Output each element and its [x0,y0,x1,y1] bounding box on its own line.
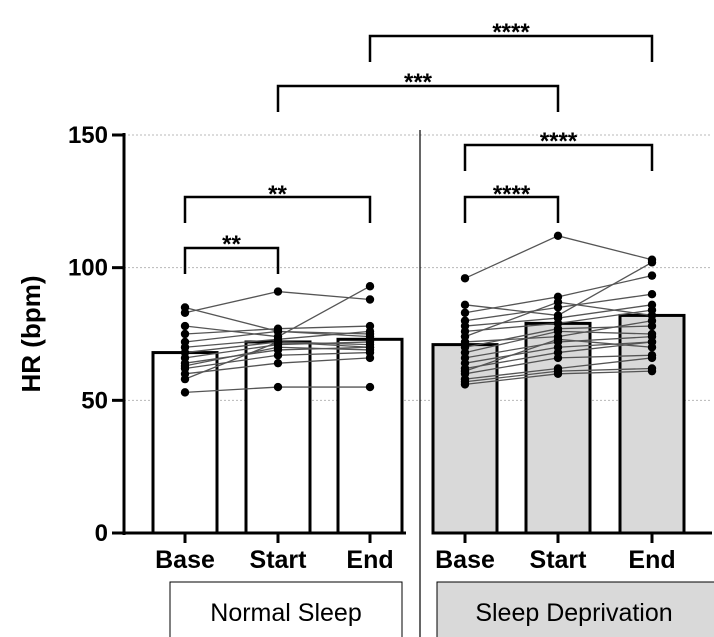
sleep-deprivation-point-1-0 [460,300,470,310]
sleep-deprivation-point-0-1 [553,231,563,241]
sig-bracket-2 [463,195,560,223]
normal-sleep-point-13-2 [365,382,375,392]
normal-sleep-point-10-1 [273,351,283,360]
sig-bracket-3 [463,143,654,171]
normal-sleep-point-13-0 [180,388,190,397]
sleep-deprivation-point-17-2 [647,366,657,376]
bar-2 [336,337,404,535]
subject-points [180,231,657,397]
sig-bracket-5 [368,34,654,62]
normal-sleep-point-11-2 [365,353,375,363]
normal-sleep-point-12-2 [365,343,375,352]
significance-brackets [183,34,654,274]
normal-sleep-point-13-1 [273,382,283,392]
y-tick-label-0: 0 [95,520,108,547]
normal-sleep-point-2-2 [365,282,375,291]
sleep-deprivation-point-2-0 [460,308,470,317]
x-tick-label-5: End [628,546,675,574]
y-tick-label-100: 100 [68,255,108,282]
normal-sleep-point-1-1 [273,287,283,296]
x-tick-label-3: Base [435,546,495,574]
y-tick-label-150: 150 [68,122,108,149]
bars [151,313,686,535]
sleep-deprivation-point-13-2 [647,343,657,352]
group-label-sleep-deprivation: Sleep Deprivation [475,599,672,627]
x-tick-label-4: Start [530,546,588,574]
sig-label-4: *** [404,69,433,96]
normal-sleep-point-1-0 [180,308,190,317]
x-tick-label-0: Base [155,546,215,574]
sleep-deprivation-point-14-1 [553,353,563,363]
sig-label-0: ** [222,231,241,258]
normal-sleep-point-4-1 [273,327,283,336]
sleep-deprivation-point-13-1 [553,335,563,344]
sleep-deprivation-point-3-2 [647,290,657,299]
group-label-normal-sleep: Normal Sleep [210,599,361,627]
sleep-deprivation-line-0 [464,235,653,279]
sig-label-5: **** [492,19,530,46]
normal-sleep-point-5-2 [365,327,375,336]
sleep-deprivation-point-9-1 [553,327,563,336]
labels: 0 50 100 150 Base Start End Base Start End HR (bpm… [16,19,676,627]
sig-label-2: **** [493,181,531,208]
group-box-normal-sleep [169,581,403,637]
normal-sleep-point-11-1 [273,358,283,368]
x-tick-label-2: End [346,546,393,574]
sig-label-3: **** [540,128,578,155]
sig-bracket-4 [276,84,560,112]
sleep-deprivation-point-8-2 [647,321,657,331]
sleep-deprivation-point-6-1 [553,297,563,307]
sleep-deprivation-point-17-1 [553,369,563,378]
normal-sleep-point-1-2 [365,295,375,304]
group-box-sleep-deprivation [436,581,714,637]
x-tick-label-1: Start [250,546,308,574]
sleep-deprivation-point-1-2 [647,258,657,267]
gridlines [124,134,712,401]
y-axis-title: HR (bpm) [16,276,46,393]
axes [112,130,714,637]
normal-sleep-point-12-0 [180,374,190,384]
bar-1 [244,340,312,535]
normal-sleep-point-2-0 [180,321,190,331]
normal-sleep-point-3-0 [180,329,190,339]
y-tick-label-50: 50 [81,387,108,414]
sig-bracket-1 [183,195,372,223]
sig-bracket-0 [183,246,280,274]
sleep-deprivation-point-2-2 [647,271,657,280]
sleep-deprivation-point-17-0 [460,380,470,389]
sig-label-1: ** [268,181,287,208]
normal-sleep-point-12-1 [273,337,283,347]
sleep-deprivation-point-15-2 [647,353,657,363]
sleep-deprivation-point-0-0 [460,274,470,283]
